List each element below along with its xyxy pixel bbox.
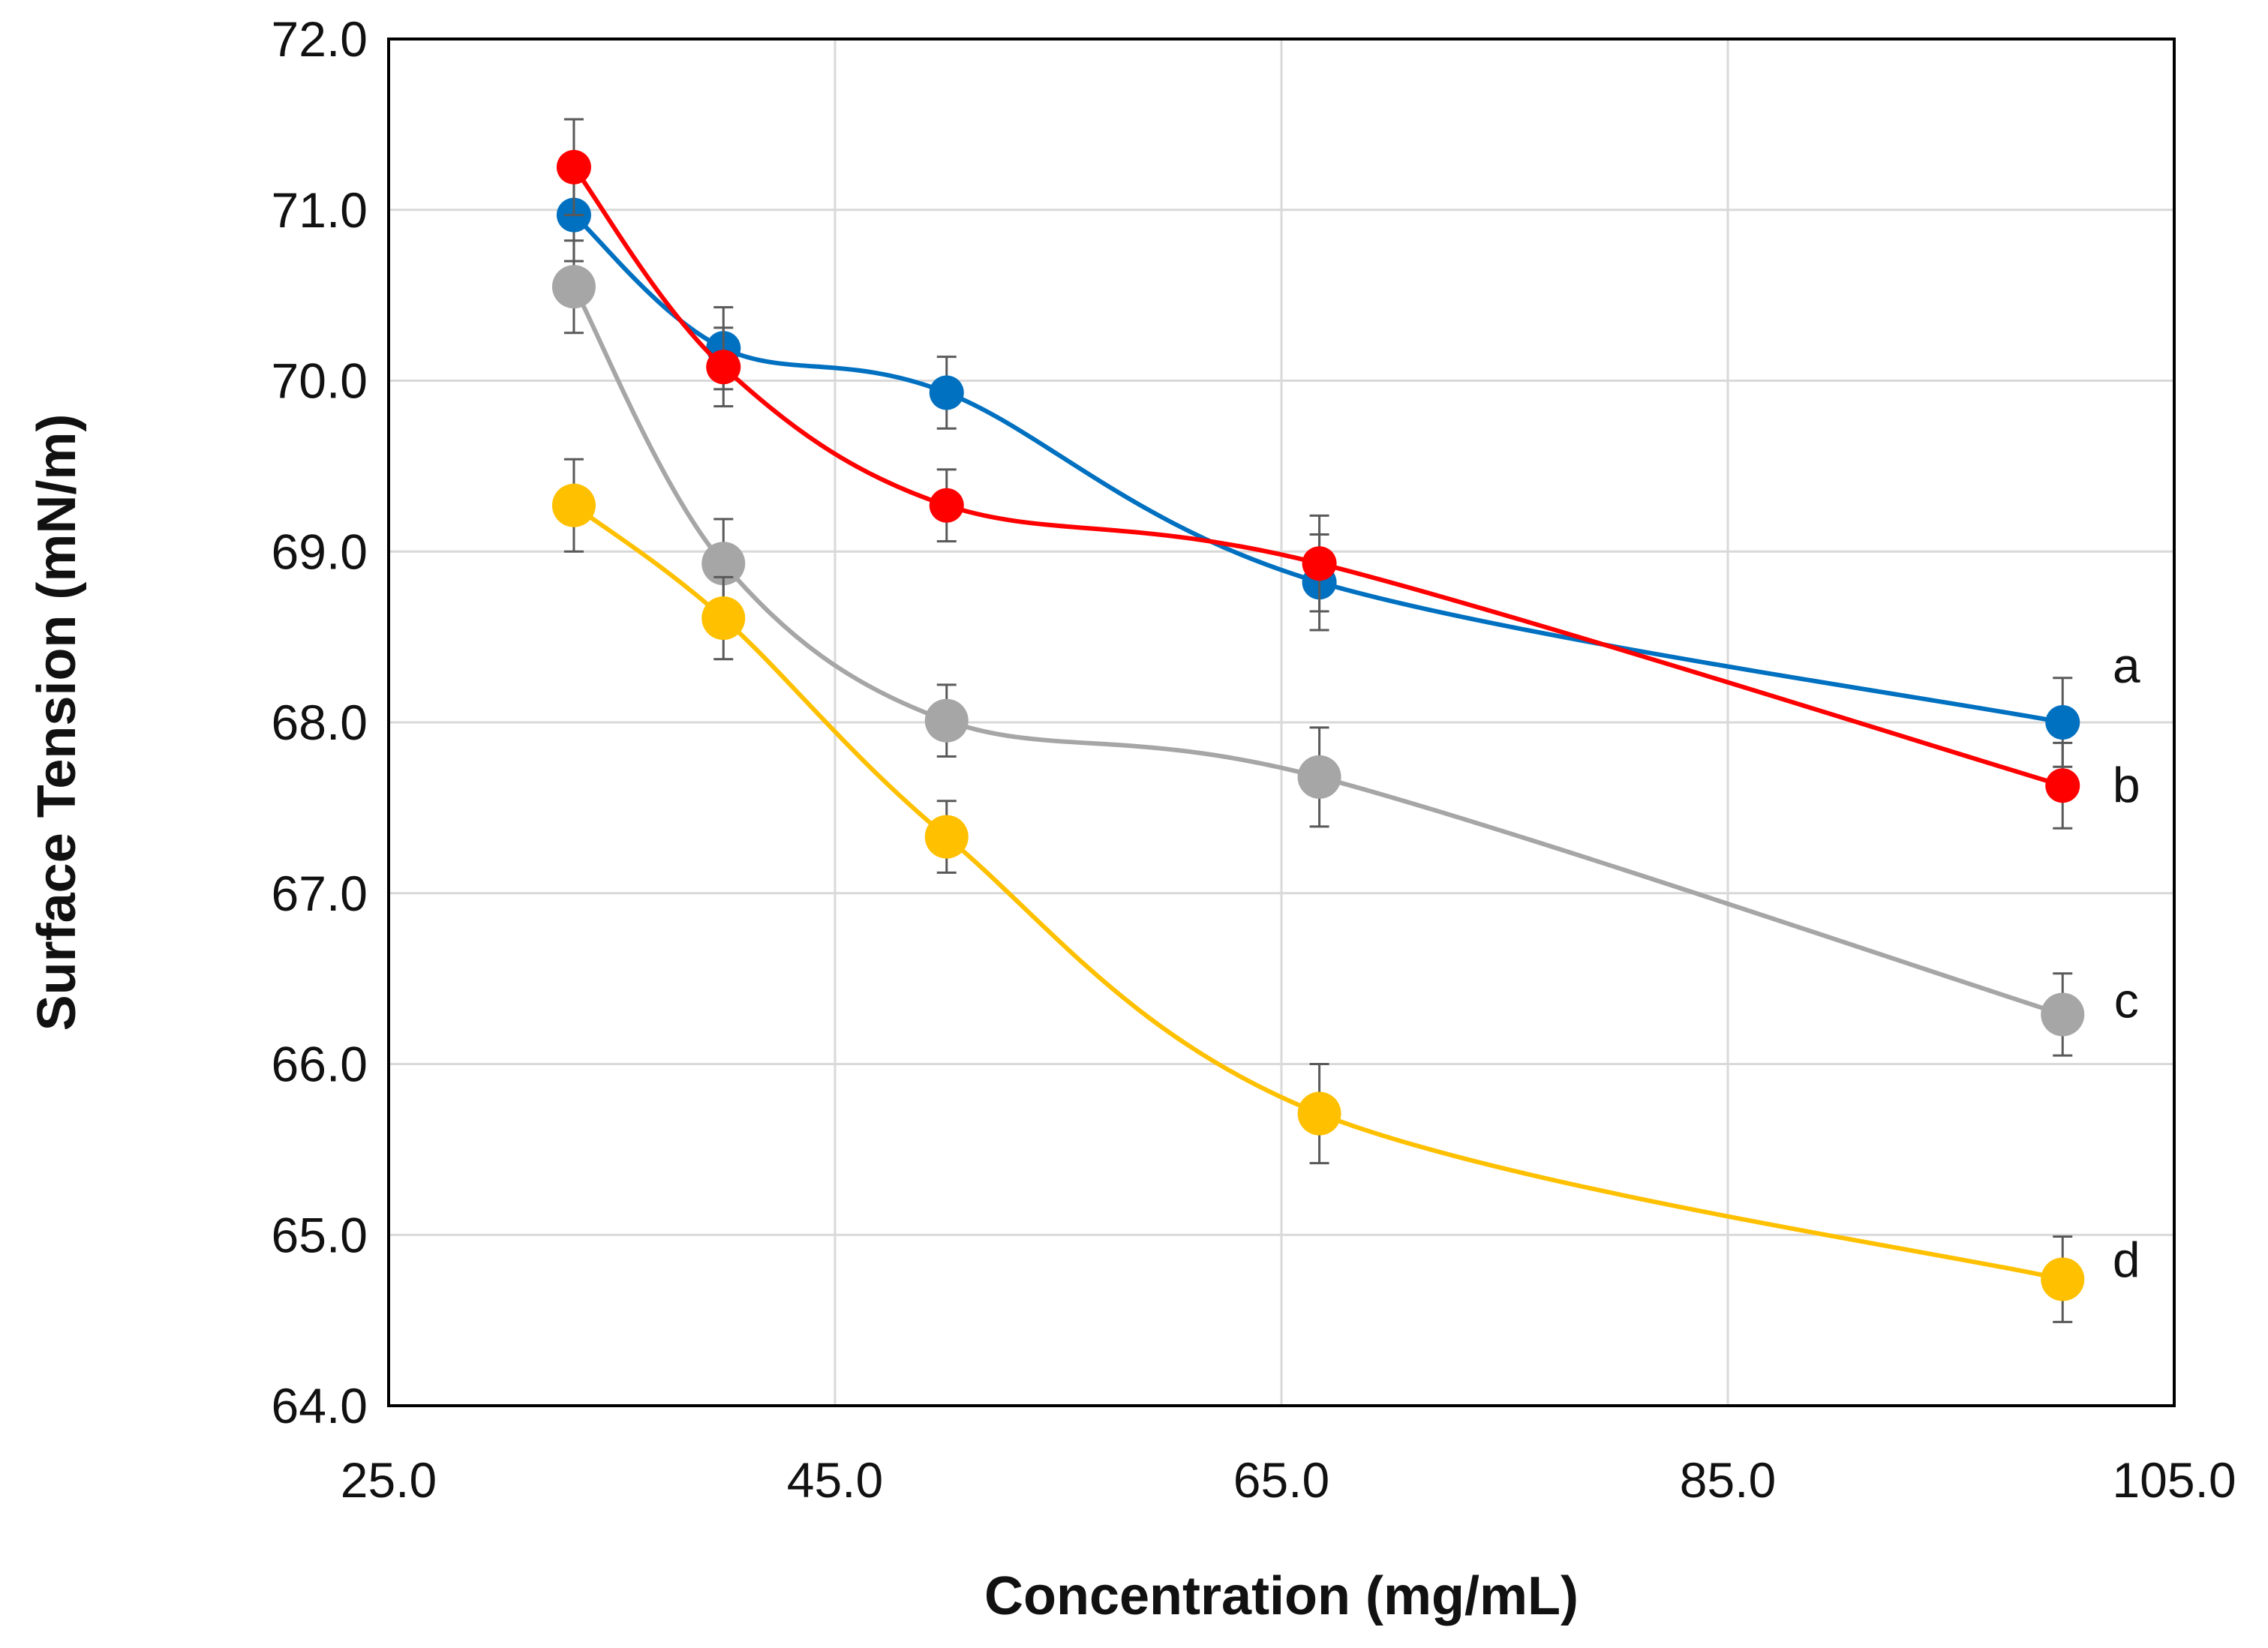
series-b: b	[556, 118, 2140, 830]
y-axis-title: Surface Tension (mN/m)	[27, 414, 87, 1031]
x-tick-label: 45.0	[787, 1452, 883, 1508]
data-point-c	[551, 265, 596, 309]
y-tick-label: 68.0	[272, 695, 368, 750]
data-point-c	[701, 542, 746, 586]
data-point-a	[2045, 705, 2080, 740]
data-point-c	[1297, 755, 1341, 799]
y-tick-label: 70.0	[272, 353, 368, 409]
series-line-a	[572, 213, 2063, 725]
plot-area-border	[387, 38, 2176, 1407]
x-tick-label: 65.0	[1233, 1452, 1329, 1508]
y-tick-label: 66.0	[272, 1037, 368, 1092]
series-label-b: b	[2113, 757, 2140, 812]
y-tick-label: 64.0	[272, 1378, 368, 1433]
data-point-b	[929, 488, 964, 523]
y-tick-label: 71.0	[272, 182, 368, 238]
data-point-b	[2045, 768, 2080, 803]
series-line-b	[572, 166, 2064, 788]
series-label-a: a	[2113, 638, 2140, 693]
series-d: d	[551, 458, 2140, 1323]
data-series: a b c d	[551, 118, 2140, 1323]
x-tick-label: 85.0	[1680, 1452, 1776, 1508]
x-tick-label: 105.0	[2112, 1452, 2236, 1508]
data-point-b	[556, 149, 591, 185]
data-point-d	[1297, 1091, 1341, 1136]
data-point-d	[924, 815, 969, 859]
x-axis-title: Concentration (mg/mL)	[984, 1566, 1579, 1626]
data-point-d	[551, 483, 596, 527]
y-tick-label: 72.0	[272, 11, 368, 67]
x-axis-tick-labels: 25.0 45.0 65.0 85.0 105.0	[341, 1452, 2236, 1508]
y-tick-label: 67.0	[272, 866, 368, 921]
y-tick-label: 65.0	[272, 1207, 368, 1262]
data-point-b	[1302, 546, 1337, 581]
data-point-d	[2041, 1257, 2085, 1301]
data-point-c	[924, 698, 969, 743]
series-label-d: d	[2113, 1232, 2140, 1287]
series-line-c	[572, 285, 2064, 1017]
data-point-b	[706, 350, 741, 385]
y-axis-tick-labels: 64.0 65.0 66.0 67.0 68.0 69.0 70.0 71.0 72.0	[272, 11, 368, 1433]
data-point-c	[2041, 992, 2085, 1037]
data-point-a	[929, 375, 964, 410]
series-label-c: c	[2114, 972, 2139, 1028]
series-c: c	[551, 239, 2139, 1057]
x-tick-label: 25.0	[341, 1452, 437, 1508]
data-point-d	[701, 596, 746, 641]
y-tick-label: 69.0	[272, 524, 368, 579]
